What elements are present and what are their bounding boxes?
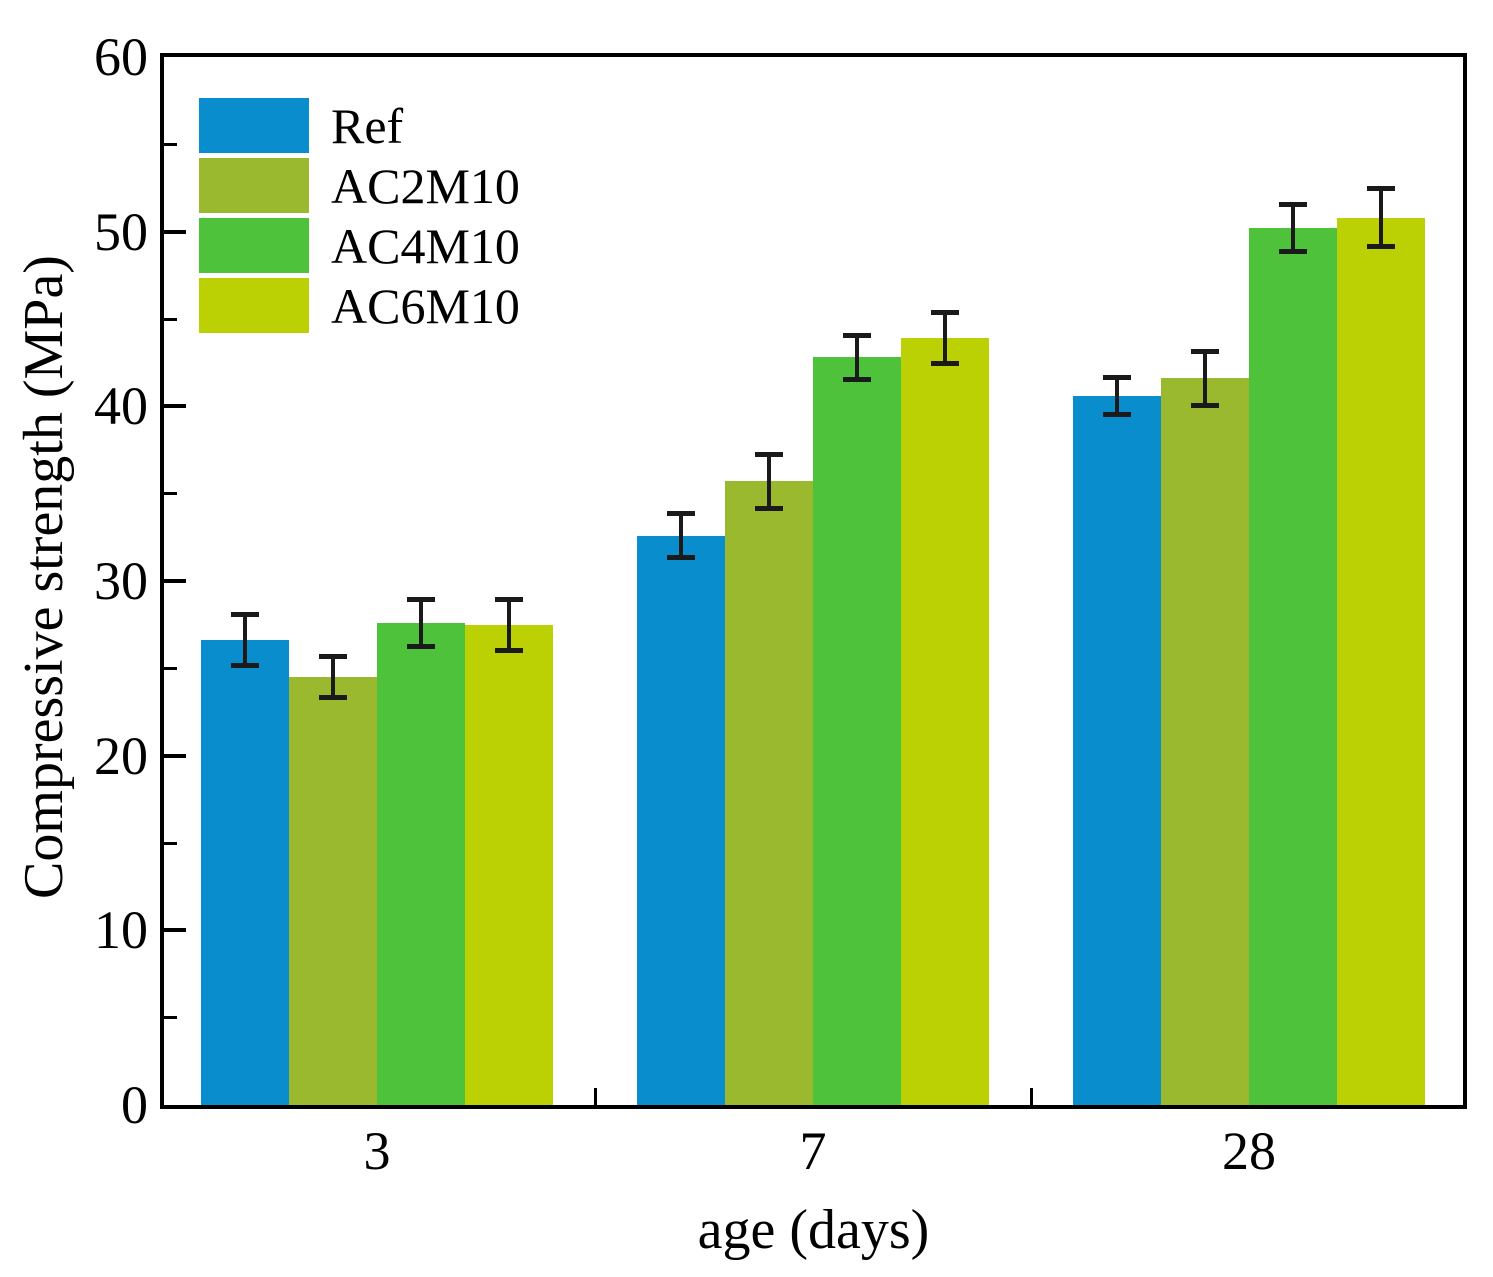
x-tick-label: 7 — [799, 1121, 827, 1181]
error-bar-cap-top — [495, 596, 523, 602]
error-bar-line — [855, 332, 859, 382]
x-axis-title: age (days) — [697, 1199, 930, 1261]
error-bar-ac6m10-28d — [1367, 186, 1395, 250]
y-minor-tick — [164, 317, 177, 321]
y-minor-tick — [164, 666, 177, 670]
error-bar-ac4m10-3d — [407, 596, 435, 650]
error-bar-ac4m10-28d — [1279, 201, 1307, 255]
error-bar-ac2m10-28d — [1191, 348, 1219, 409]
error-bar-cap-bottom — [755, 506, 783, 512]
legend-label: AC4M10 — [331, 217, 520, 274]
y-major-tick — [164, 229, 186, 234]
error-bar-line — [1379, 186, 1383, 250]
error-bar-ref-28d — [1103, 374, 1131, 417]
error-bar-cap-bottom — [1367, 244, 1395, 250]
error-bar-cap-bottom — [1103, 411, 1131, 417]
y-major-tick — [164, 928, 186, 933]
legend: Ref AC2M10 AC4M10 AC6M10 — [199, 98, 520, 338]
error-bar-ac2m10-7d — [755, 451, 783, 512]
error-bar-cap-bottom — [1191, 403, 1219, 409]
error-bar-cap-top — [667, 511, 695, 517]
error-bar-cap-top — [1103, 374, 1131, 380]
error-bar-line — [243, 612, 247, 669]
error-bar-line — [419, 596, 423, 650]
y-minor-tick — [164, 1016, 177, 1020]
error-bar-line — [1115, 374, 1119, 417]
legend-item-ac6m10: AC6M10 — [199, 278, 520, 333]
bar-ref-7d — [637, 535, 725, 1105]
error-bar-cap-bottom — [231, 663, 259, 669]
bar-ac4m10-28d — [1249, 228, 1337, 1105]
y-minor-tick — [164, 142, 177, 146]
error-bar-cap-top — [1367, 186, 1395, 192]
error-bar-line — [1291, 201, 1295, 255]
y-tick-label: 40 — [94, 376, 148, 437]
error-bar-cap-bottom — [407, 644, 435, 650]
error-bar-line — [679, 511, 683, 561]
x-tick-label: 3 — [363, 1121, 391, 1181]
bar-ac6m10-3d — [465, 624, 553, 1105]
x-tick-label: 28 — [1222, 1121, 1276, 1181]
error-bar-cap-top — [931, 310, 959, 316]
error-bar-cap-bottom — [1279, 249, 1307, 255]
y-tick-label: 30 — [94, 551, 148, 611]
error-bar-cap-top — [843, 332, 871, 338]
error-bar-cap-bottom — [931, 361, 959, 367]
legend-swatch-ac4m10 — [199, 218, 309, 273]
error-bar-line — [943, 310, 947, 367]
bar-ac4m10-3d — [377, 622, 465, 1105]
legend-swatch-ac6m10 — [199, 278, 309, 333]
legend-swatch-ac2m10 — [199, 158, 309, 213]
y-major-tick — [164, 404, 186, 409]
legend-label: Ref — [331, 97, 404, 154]
legend-item-ac4m10: AC4M10 — [199, 218, 520, 273]
y-major-tick — [164, 579, 186, 583]
y-tick-label: 0 — [121, 1075, 148, 1135]
y-tick-label: 60 — [94, 27, 148, 87]
error-bar-ac2m10-3d — [319, 654, 347, 700]
y-tick-label: 20 — [94, 725, 148, 786]
error-bar-line — [1203, 348, 1207, 409]
error-bar-ref-3d — [231, 612, 259, 669]
error-bar-ref-7d — [667, 511, 695, 561]
legend-item-ref: Ref — [199, 98, 520, 153]
y-tick-label: 50 — [94, 201, 148, 262]
error-bar-ac4m10-7d — [843, 332, 871, 382]
legend-swatch-ref — [199, 98, 309, 153]
bar-ac2m10-7d — [725, 481, 813, 1105]
error-bar-cap-bottom — [843, 376, 871, 382]
error-bar-line — [767, 451, 771, 512]
error-bar-cap-top — [407, 596, 435, 602]
error-bar-cap-top — [1191, 348, 1219, 354]
x-boundary-tick — [1029, 1088, 1033, 1105]
bar-ac6m10-28d — [1337, 217, 1425, 1105]
plot-area: Ref AC2M10 AC4M10 AC6M10 — [160, 53, 1467, 1109]
error-bar-ac6m10-3d — [495, 596, 523, 653]
bar-ref-28d — [1073, 395, 1161, 1105]
error-bar-cap-bottom — [495, 647, 523, 653]
y-minor-tick — [164, 492, 177, 496]
error-bar-cap-top — [755, 451, 783, 457]
y-major-tick — [164, 753, 186, 758]
bar-ac2m10-3d — [289, 677, 377, 1105]
x-boundary-tick — [593, 1088, 597, 1105]
bar-ac4m10-7d — [813, 357, 901, 1105]
bar-ac2m10-28d — [1161, 378, 1249, 1105]
error-bar-ac6m10-7d — [931, 310, 959, 367]
error-bar-cap-top — [231, 612, 259, 618]
bar-ref-3d — [201, 640, 289, 1105]
error-bar-line — [331, 654, 335, 700]
legend-label: AC2M10 — [331, 157, 520, 214]
error-bar-cap-bottom — [319, 694, 347, 700]
error-bar-cap-bottom — [667, 555, 695, 561]
legend-label: AC6M10 — [331, 277, 520, 334]
y-tick-label: 10 — [94, 900, 148, 961]
error-bar-cap-top — [319, 654, 347, 660]
error-bar-line — [507, 596, 511, 653]
error-bar-cap-top — [1279, 201, 1307, 207]
legend-item-ac2m10: AC2M10 — [199, 158, 520, 213]
bar-ac6m10-7d — [901, 338, 989, 1105]
y-minor-tick — [164, 841, 177, 845]
